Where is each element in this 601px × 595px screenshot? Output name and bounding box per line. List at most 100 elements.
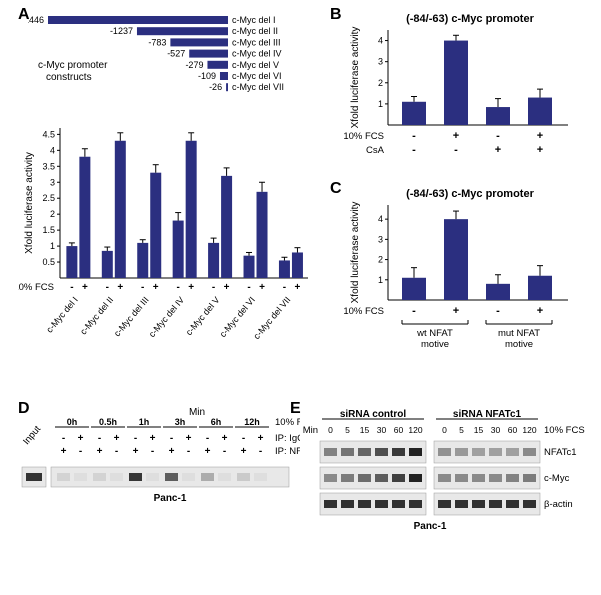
svg-text:3: 3 bbox=[378, 57, 383, 67]
svg-text:0h: 0h bbox=[67, 417, 78, 427]
svg-text:-: - bbox=[412, 144, 416, 156]
svg-text:c-Myc del III: c-Myc del III bbox=[232, 37, 281, 47]
svg-text:IP: NFATc1: IP: NFATc1 bbox=[275, 446, 300, 457]
svg-text:+: + bbox=[150, 433, 156, 444]
svg-text:Input: Input bbox=[21, 423, 43, 447]
svg-text:0: 0 bbox=[442, 425, 447, 435]
svg-text:-: - bbox=[223, 446, 226, 457]
svg-text:+: + bbox=[117, 282, 123, 293]
svg-text:mut NFAT: mut NFAT bbox=[498, 328, 540, 339]
svg-text:-: - bbox=[496, 305, 500, 317]
svg-text:1: 1 bbox=[50, 241, 55, 251]
svg-text:-: - bbox=[496, 130, 500, 142]
svg-text:30: 30 bbox=[377, 425, 387, 435]
svg-text:+: + bbox=[241, 446, 247, 457]
svg-text:-1237: -1237 bbox=[110, 26, 133, 36]
svg-text:10% FCS: 10% FCS bbox=[18, 282, 54, 293]
svg-text:120: 120 bbox=[408, 425, 422, 435]
svg-text:c-Myc del IV: c-Myc del IV bbox=[232, 49, 282, 59]
svg-text:-: - bbox=[259, 446, 262, 457]
svg-text:+: + bbox=[188, 282, 194, 293]
svg-text:2.5: 2.5 bbox=[42, 193, 55, 203]
svg-text:10% FCS: 10% FCS bbox=[544, 425, 585, 436]
svg-text:-: - bbox=[134, 433, 137, 444]
svg-text:-: - bbox=[412, 130, 416, 142]
panel-a-chart: 0.511.522.533.544.5Xfold luciferase acti… bbox=[18, 118, 318, 358]
panel-d-gel: Min0h0.5h1h3h6h12h10% FCS-+-+-+-+-+-+IP:… bbox=[10, 405, 300, 585]
svg-text:c-Myc del V: c-Myc del V bbox=[232, 60, 279, 70]
svg-text:5: 5 bbox=[345, 425, 350, 435]
svg-text:c-Myc del II: c-Myc del II bbox=[78, 295, 115, 337]
svg-text:-: - bbox=[115, 446, 118, 457]
svg-text:3: 3 bbox=[378, 234, 383, 244]
svg-text:+: + bbox=[61, 446, 67, 457]
svg-text:2: 2 bbox=[378, 255, 383, 265]
svg-text:c-Myc del V: c-Myc del V bbox=[184, 295, 222, 337]
svg-text:c-Myc del I: c-Myc del I bbox=[232, 15, 276, 25]
svg-text:-527: -527 bbox=[167, 49, 185, 59]
svg-text:-: - bbox=[62, 433, 65, 444]
svg-text:-: - bbox=[141, 282, 144, 293]
svg-text:2: 2 bbox=[378, 78, 383, 88]
svg-text:+: + bbox=[205, 446, 211, 457]
svg-text:+: + bbox=[537, 144, 543, 156]
svg-text:15: 15 bbox=[360, 425, 370, 435]
svg-text:+: + bbox=[97, 446, 103, 457]
svg-text:constructs: constructs bbox=[46, 72, 92, 83]
svg-text:0: 0 bbox=[328, 425, 333, 435]
svg-text:Panc-1: Panc-1 bbox=[154, 493, 187, 504]
svg-text:c-Myc del VI: c-Myc del VI bbox=[232, 71, 282, 81]
svg-text:+: + bbox=[495, 144, 501, 156]
svg-text:-: - bbox=[242, 433, 245, 444]
svg-text:IP: IgG: IP: IgG bbox=[275, 433, 300, 444]
svg-text:-109: -109 bbox=[198, 71, 216, 81]
panel-a-constructs: c-Myc promoterconstructs-2446c-Myc del I… bbox=[28, 8, 328, 118]
svg-text:motive: motive bbox=[505, 339, 533, 350]
svg-text:10% FCS: 10% FCS bbox=[343, 306, 384, 317]
svg-text:+: + bbox=[78, 433, 84, 444]
svg-text:3.5: 3.5 bbox=[42, 161, 55, 171]
svg-text:Min: Min bbox=[303, 425, 318, 436]
svg-text:CsA: CsA bbox=[366, 145, 385, 156]
svg-text:Min: Min bbox=[189, 407, 205, 418]
svg-text:+: + bbox=[114, 433, 120, 444]
svg-text:c-Myc del I: c-Myc del I bbox=[44, 295, 80, 335]
svg-text:wt NFAT: wt NFAT bbox=[416, 328, 453, 339]
svg-text:c-Myc promoter: c-Myc promoter bbox=[38, 60, 108, 71]
svg-text:NFATc1: NFATc1 bbox=[544, 447, 577, 458]
svg-text:60: 60 bbox=[508, 425, 518, 435]
svg-text:0.5: 0.5 bbox=[42, 257, 55, 267]
svg-text:+: + bbox=[224, 282, 230, 293]
svg-text:Xfold luciferase activity: Xfold luciferase activity bbox=[24, 152, 35, 254]
svg-text:-: - bbox=[212, 282, 215, 293]
svg-text:siRNA control: siRNA control bbox=[340, 409, 407, 420]
svg-text:+: + bbox=[453, 305, 459, 317]
svg-text:+: + bbox=[537, 305, 543, 317]
svg-text:-: - bbox=[70, 282, 73, 293]
svg-text:60: 60 bbox=[394, 425, 404, 435]
svg-text:+: + bbox=[295, 282, 301, 293]
svg-text:12h: 12h bbox=[244, 417, 260, 427]
svg-text:+: + bbox=[186, 433, 192, 444]
svg-text:+: + bbox=[169, 446, 175, 457]
svg-text:-: - bbox=[170, 433, 173, 444]
svg-text:+: + bbox=[82, 282, 88, 293]
svg-text:1h: 1h bbox=[139, 417, 150, 427]
svg-text:Xfold luciferase activity: Xfold luciferase activity bbox=[350, 202, 361, 304]
svg-text:-: - bbox=[454, 144, 458, 156]
svg-text:-783: -783 bbox=[148, 37, 166, 47]
svg-text:-: - bbox=[412, 305, 416, 317]
svg-text:c-Myc del III: c-Myc del III bbox=[112, 295, 151, 339]
svg-text:15: 15 bbox=[474, 425, 484, 435]
svg-text:+: + bbox=[258, 433, 264, 444]
svg-text:motive: motive bbox=[421, 339, 449, 350]
svg-text:-: - bbox=[79, 446, 82, 457]
svg-text:1: 1 bbox=[378, 275, 383, 285]
svg-text:3: 3 bbox=[50, 177, 55, 187]
svg-text:c-Myc: c-Myc bbox=[544, 473, 570, 484]
svg-text:Xfold luciferase activity: Xfold luciferase activity bbox=[350, 27, 361, 129]
svg-text:5: 5 bbox=[459, 425, 464, 435]
svg-text:6h: 6h bbox=[211, 417, 222, 427]
svg-text:Panc-1: Panc-1 bbox=[414, 521, 447, 532]
svg-text:+: + bbox=[537, 130, 543, 142]
